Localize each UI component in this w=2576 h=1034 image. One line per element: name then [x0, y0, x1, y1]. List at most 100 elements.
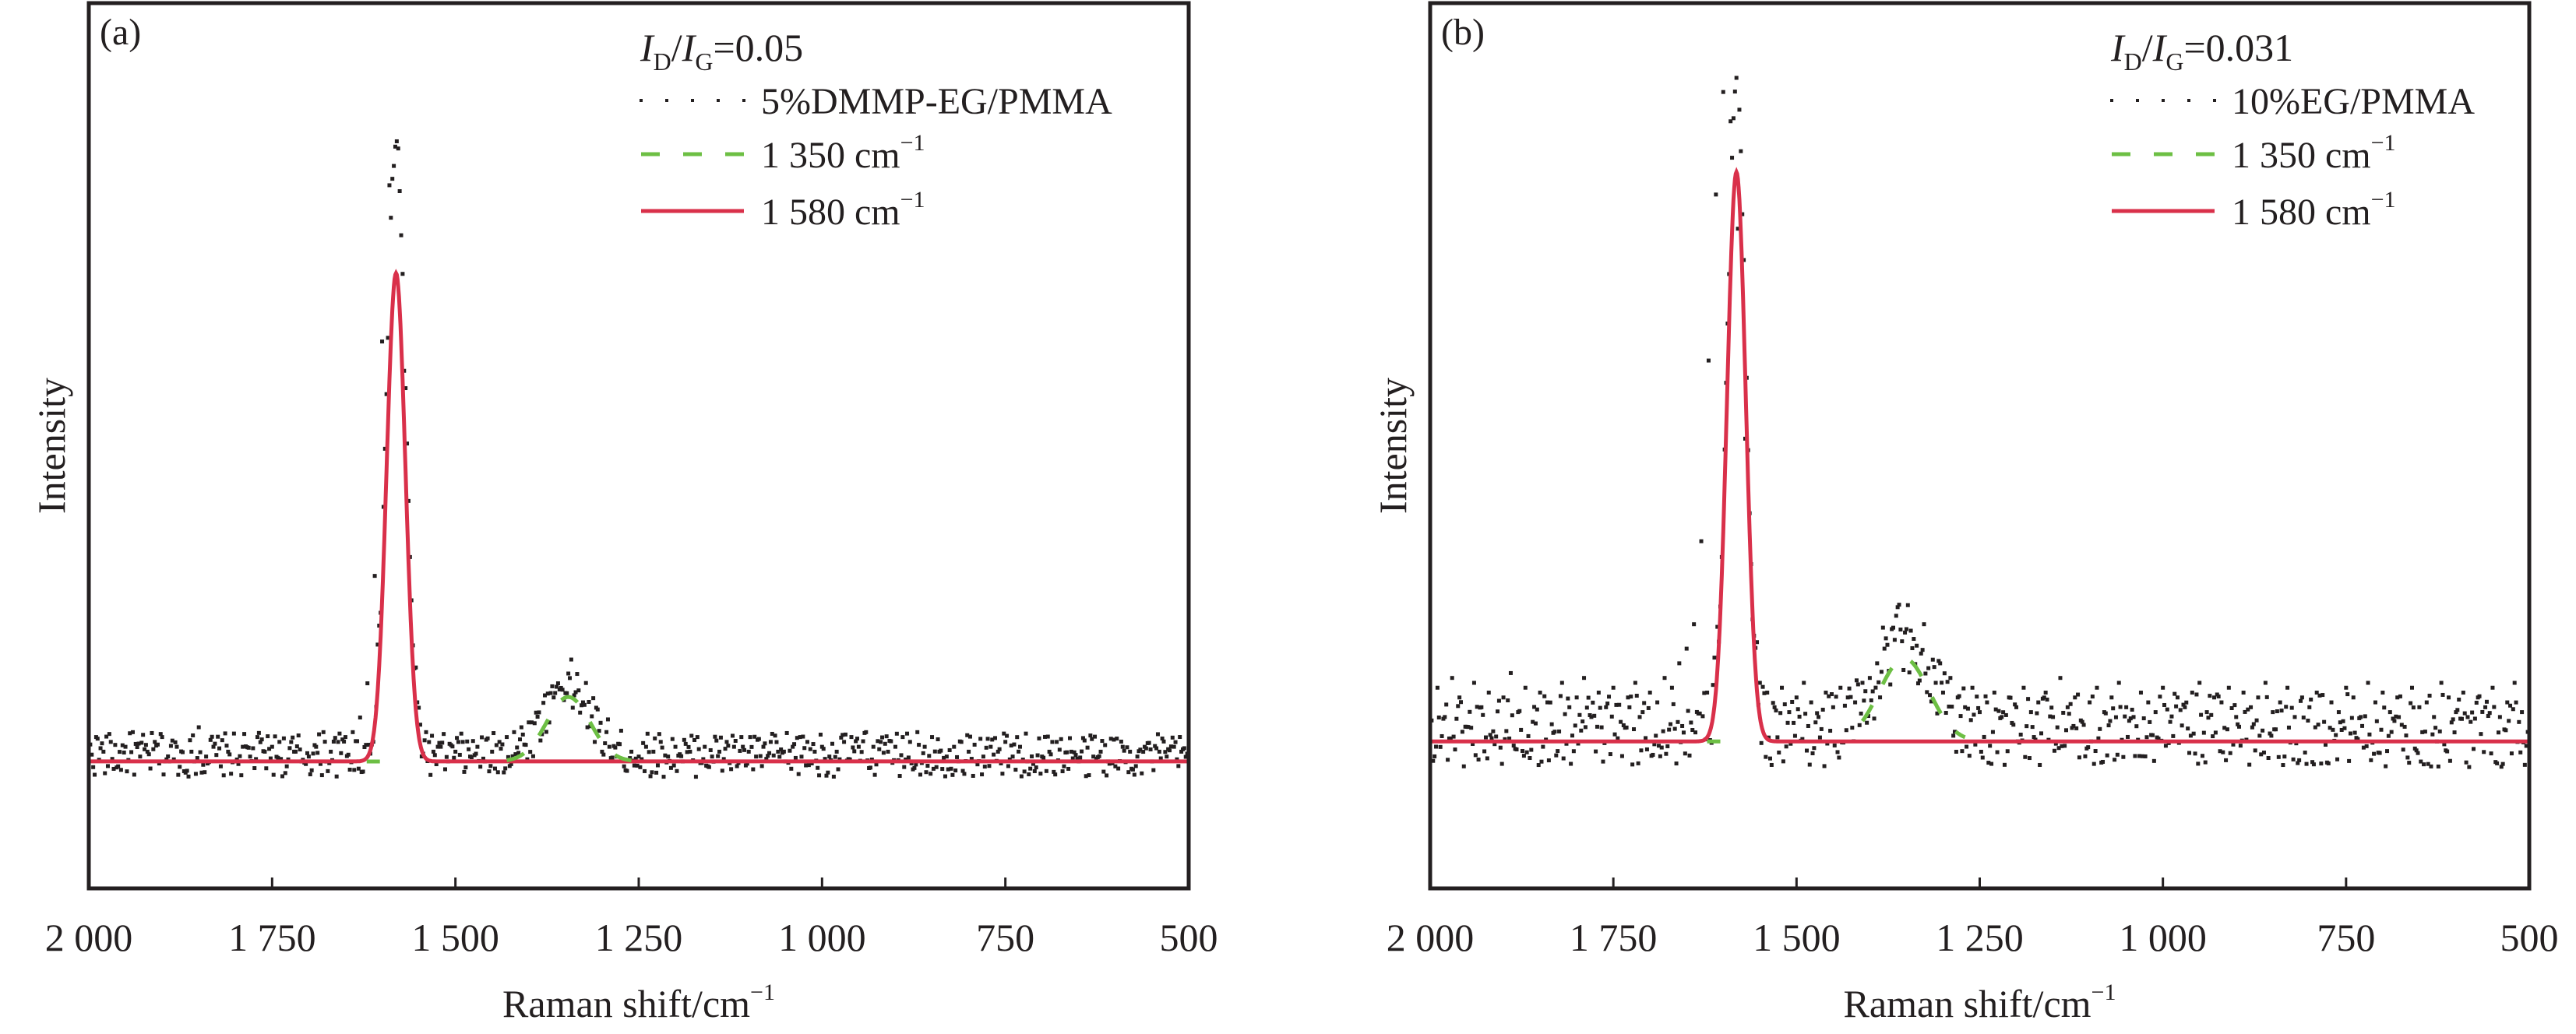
data-point [1880, 625, 1885, 630]
legend-label-d-band-a: 1 350 cm−1 [761, 130, 925, 176]
data-point [1564, 741, 1569, 746]
data-point [1147, 740, 1151, 745]
data-point [823, 757, 827, 761]
data-point [1765, 691, 1770, 695]
data-point [1168, 744, 1173, 749]
data-point [708, 747, 713, 752]
data-point [100, 741, 104, 746]
data-point [1825, 741, 1830, 746]
data-point [735, 764, 739, 768]
data-point [1116, 766, 1121, 771]
data-point [1489, 736, 1494, 740]
data-point [198, 750, 203, 754]
data-point [1182, 746, 1186, 751]
data-point [692, 737, 697, 742]
data-point [1637, 715, 1642, 719]
data-point [1714, 192, 1718, 197]
data-point [1563, 712, 1567, 716]
data-point [1863, 689, 1868, 694]
data-point [2449, 720, 2454, 725]
data-point [1120, 744, 1125, 749]
data-point [2103, 711, 2108, 716]
data-point [396, 146, 400, 151]
data-point [1764, 754, 1768, 759]
data-point [2279, 709, 2284, 713]
data-point [1775, 735, 1780, 740]
data-point [1456, 704, 1461, 709]
data-point [960, 768, 965, 773]
data-point [1853, 700, 1858, 705]
data-point [2299, 695, 2304, 700]
data-point [343, 735, 347, 740]
data-point [1626, 695, 1630, 700]
data-point [314, 744, 319, 749]
data-point [333, 736, 337, 740]
data-point [505, 735, 509, 740]
data-point [897, 774, 902, 779]
data-point [500, 742, 505, 747]
data-point [1760, 684, 1765, 689]
data-point [1674, 761, 1679, 766]
data-point [942, 755, 946, 760]
data-point [745, 761, 749, 766]
data-point [1904, 627, 1908, 631]
data-point [654, 770, 659, 775]
data-point [2427, 693, 2432, 698]
data-point [1566, 696, 1570, 701]
data-point [883, 741, 887, 746]
data-point [392, 164, 396, 168]
data-point [1510, 713, 1514, 718]
legend-label-d-band-b: 1 350 cm−1 [2232, 130, 2396, 176]
data-point [2483, 705, 2488, 709]
data-point [1629, 695, 1633, 699]
data-point [1669, 685, 1674, 690]
data-point [1488, 733, 1492, 737]
data-point [921, 751, 925, 755]
data-point [1891, 625, 1896, 630]
ratio-sub-d-a: D [654, 47, 671, 76]
data-point [2253, 748, 2257, 753]
data-point [629, 749, 634, 754]
data-point [2442, 742, 2447, 747]
data-point [475, 744, 480, 749]
data-point [415, 700, 420, 705]
data-point [859, 750, 864, 754]
data-point [223, 731, 227, 736]
data-point [365, 681, 370, 686]
data-point [492, 766, 497, 771]
data-point [1819, 726, 1824, 731]
data-point [387, 183, 392, 188]
data-point [2146, 700, 2151, 705]
data-point [1639, 748, 1644, 753]
data-point [122, 750, 126, 754]
data-point [2508, 703, 2513, 708]
data-point [1078, 755, 1083, 760]
data-point [463, 765, 468, 770]
data-point [298, 747, 302, 752]
data-point [899, 753, 904, 758]
data-point [1848, 695, 1853, 699]
data-point [576, 688, 581, 693]
data-point [1552, 730, 1557, 734]
data-point [1739, 149, 1743, 153]
data-point [804, 763, 809, 768]
data-point [1062, 764, 1066, 768]
data-point [628, 756, 633, 761]
data-point [2127, 719, 2131, 723]
data-point [1073, 753, 1078, 758]
legend-dotted-symbol [2162, 99, 2165, 102]
data-point [132, 772, 136, 777]
data-point [263, 749, 267, 754]
data-point [1468, 709, 1472, 714]
data-point [2416, 751, 2420, 755]
data-point [1895, 605, 1900, 610]
data-point [1140, 771, 1144, 776]
data-point [1809, 700, 1813, 705]
data-point [1030, 754, 1034, 758]
data-point [1777, 750, 1781, 754]
data-point [2249, 705, 2254, 709]
data-point [1084, 774, 1088, 779]
data-point [283, 771, 287, 776]
data-point [992, 752, 996, 757]
data-point [1676, 719, 1680, 724]
